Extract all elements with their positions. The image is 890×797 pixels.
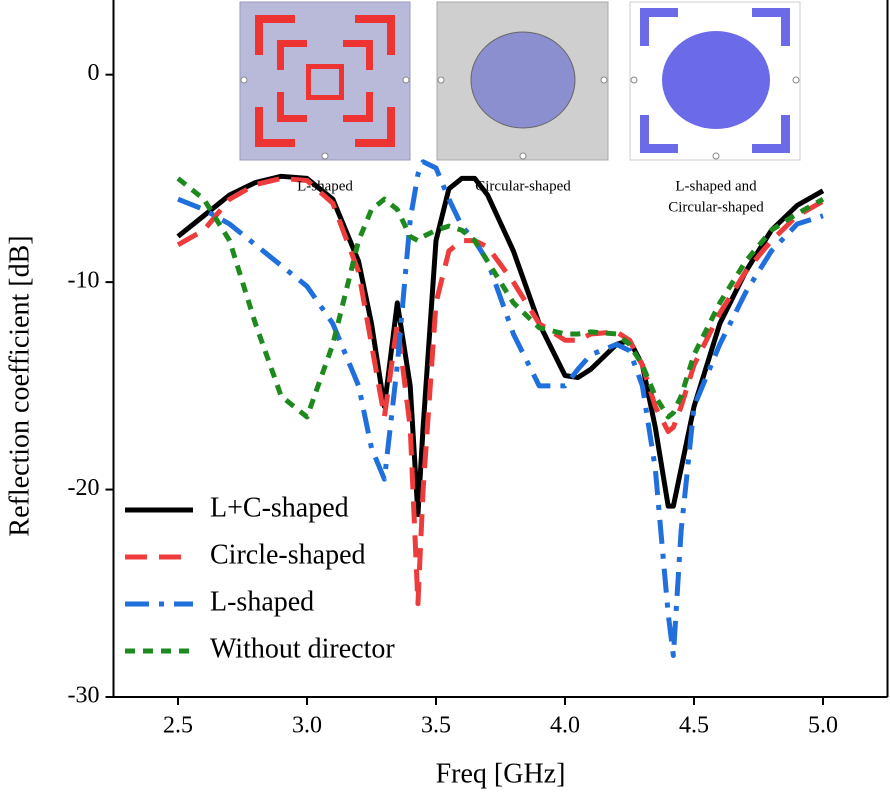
inset-label: L-shaped and: [675, 178, 757, 194]
y-tick-label: -30: [68, 683, 100, 709]
l-shapes: [640, 8, 790, 153]
x-tick-label: 4.5: [679, 713, 709, 739]
x-axis-label: Freq [GHz]: [436, 758, 566, 789]
inset-label: Circular-shaped: [475, 178, 571, 194]
y-tick-label: 0: [88, 60, 100, 86]
x-tick-label: 5.0: [808, 713, 838, 739]
x-tick-label: 3.0: [292, 713, 322, 739]
legend-label: L-shaped: [210, 586, 314, 617]
l-shapes: [255, 15, 395, 147]
series-line: [176, 173, 825, 517]
series-line: [177, 159, 824, 659]
inset-l-shaped: [239, 1, 411, 161]
legend-label: L+C-shaped: [210, 492, 349, 523]
x-tick-label: 3.5: [421, 713, 451, 739]
x-tick-label: 2.5: [163, 713, 193, 739]
inset-label: L-shaped: [297, 178, 353, 194]
legend-label: Circle-shaped: [210, 539, 366, 570]
y-tick-label: -20: [68, 475, 100, 501]
y-tick-label: -10: [68, 268, 100, 294]
plot-area: [176, 159, 825, 659]
labels: 0 -10 -20 -30 2.5 3.0 3.5 4.0 4.5 5.0 Freq [GHz] Re…: [4, 0, 889, 789]
y-axis-label: Reflection coefficient [dB]: [4, 235, 35, 536]
circle-patch: [662, 31, 770, 129]
circle-patch: [470, 31, 576, 129]
holes: [240, 76, 800, 160]
insets: [239, 1, 801, 161]
x-tick-label: 4.0: [550, 713, 580, 739]
inset-label: Circular-shaped: [668, 199, 764, 215]
legend-label: Without director: [210, 633, 395, 664]
series-line: [176, 176, 825, 420]
series-line: [176, 175, 825, 607]
